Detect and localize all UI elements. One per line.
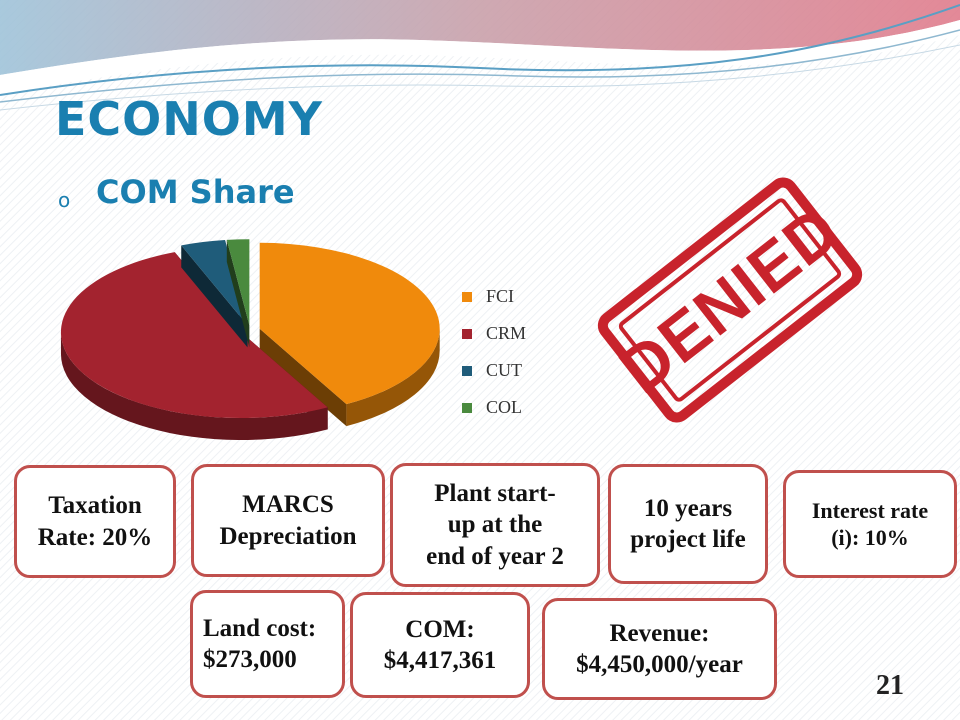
plant-startup-text: Plant start- up at the end of year 2 (426, 480, 564, 570)
legend-label: CUT (486, 360, 522, 380)
pie-slice-top (226, 239, 250, 326)
legend-swatch (462, 292, 472, 302)
pie-slice-side (346, 328, 440, 427)
legend-swatch (462, 403, 472, 413)
legend-swatch (462, 329, 472, 339)
plant-startup-box: Plant start- up at the end of year 2 (390, 463, 600, 587)
pie-slice-side (60, 332, 328, 441)
land-cost-box: Land cost: $273,000 (190, 590, 345, 698)
pie-slice-col (226, 239, 250, 348)
marcs-depreciation-box: MARCS Depreciation (191, 464, 385, 577)
marcs-depreciation-text: MARCS Depreciation (219, 491, 357, 550)
interest-rate-box: Interest rate (i): 10% (783, 470, 957, 578)
com-cost-box: COM: $4,417,361 (350, 592, 530, 698)
slide-subtitle: COM Share (96, 173, 295, 211)
taxation-rate-text: Taxation Rate: 20% (37, 492, 153, 551)
pie-slice-fci (259, 242, 440, 427)
pie-slice-top (60, 252, 328, 419)
bullet-marker: o (58, 188, 71, 212)
pie-slice-wall (259, 328, 347, 427)
pie-slice-top (259, 242, 440, 405)
denied-stamp-image: DENIED (597, 177, 863, 423)
revenue-text: Revenue: $4,450,000/year (576, 619, 743, 678)
legend-label: COL (486, 397, 522, 417)
revenue-box: Revenue: $4,450,000/year (542, 598, 777, 700)
page-number: 21 (876, 670, 904, 701)
com-share-pie-chart (60, 239, 440, 441)
legend-label: FCI (486, 286, 515, 306)
pie-slice-wall (181, 245, 248, 348)
project-life-text: 10 years project life (630, 494, 746, 553)
project-life-box: 10 years project life (608, 464, 768, 584)
legend-label: CRM (486, 323, 527, 343)
pie-slice-top (181, 240, 248, 326)
legend-swatch (462, 366, 472, 376)
interest-rate-text: Interest rate (i): 10% (811, 497, 929, 551)
com-cost-text: COM: $4,417,361 (383, 615, 497, 674)
slide-title: ECONOMY (55, 92, 323, 146)
taxation-rate-box: Taxation Rate: 20% (14, 465, 176, 578)
pie-slice-wall (226, 239, 250, 348)
land-cost-text: Land cost: $273,000 (203, 614, 317, 673)
